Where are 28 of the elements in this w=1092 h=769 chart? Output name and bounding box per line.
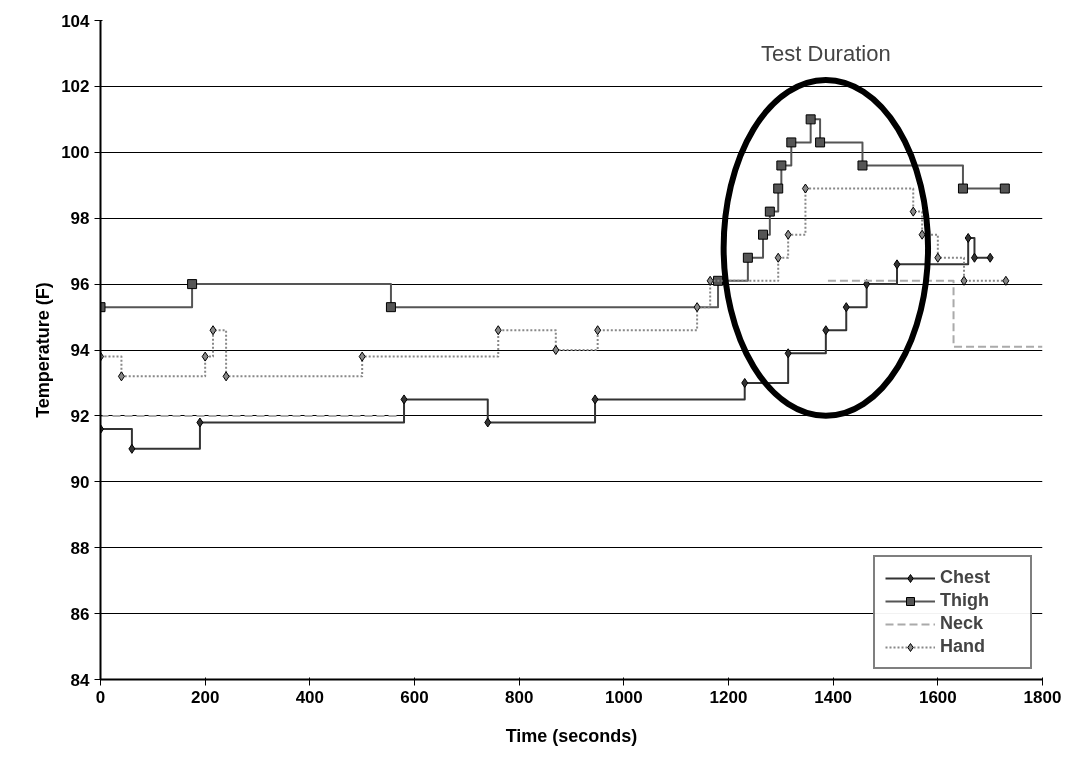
x-tick-label: 600 <box>400 687 429 707</box>
legend-label: Thigh <box>940 590 990 611</box>
y-tick-label: 96 <box>70 275 90 295</box>
annotation: Test Duration <box>761 40 891 66</box>
y-tick-label: 86 <box>70 604 90 624</box>
x-tick-label: 0 <box>95 687 106 707</box>
x-tick-label: 1800 <box>1023 687 1062 707</box>
x-tick-label: 200 <box>190 687 220 707</box>
y-tick-label: 104 <box>61 11 91 31</box>
y-tick-label: 102 <box>61 77 90 97</box>
x-tick-label: 1200 <box>709 687 748 707</box>
legend-label: Hand <box>940 636 986 657</box>
y-tick-label: 94 <box>70 341 91 360</box>
x-tick-label: 400 <box>295 687 325 707</box>
x-tick-label: 800 <box>504 687 534 707</box>
x-tick-label: 1000 <box>604 687 643 707</box>
y-tick-label: 98 <box>70 209 90 229</box>
x-tick-label: 1400 <box>814 687 853 707</box>
y-tick-label: 92 <box>70 406 90 426</box>
y-tick-label: 100 <box>61 143 90 163</box>
y-axis-title: Temperature (F) <box>33 282 54 418</box>
x-tick-label: 1600 <box>918 687 957 707</box>
y-tick-label: 84 <box>70 670 91 690</box>
legend-label: Neck <box>940 613 985 634</box>
y-tick-label: 90 <box>70 472 90 492</box>
legend-label: Chest <box>940 567 991 588</box>
y-tick-label: 88 <box>70 538 90 558</box>
x-axis-title: Time (seconds) <box>505 725 638 746</box>
